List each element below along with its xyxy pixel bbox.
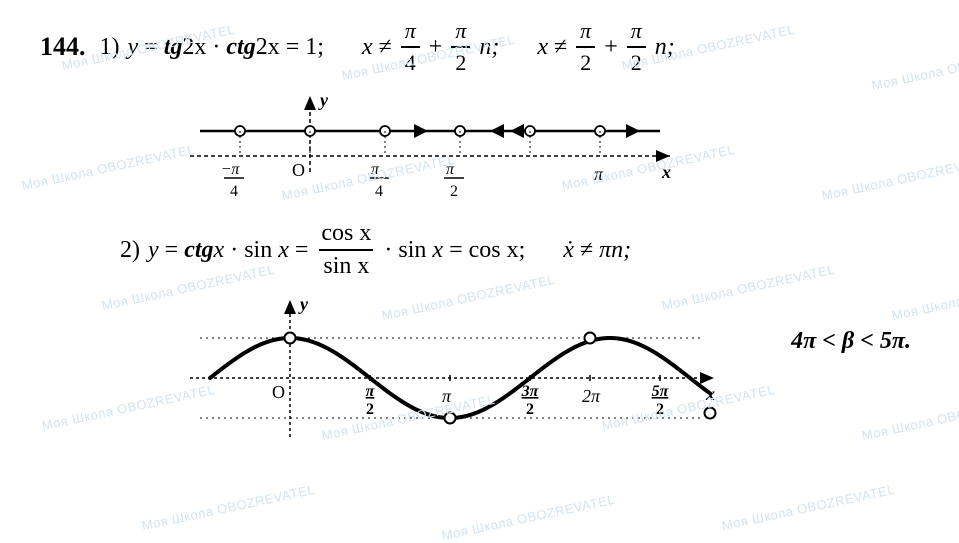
part1-cond2: x ≠ π2 + π2 n; [537,18,674,76]
svg-text:π: π [446,161,455,178]
svg-text:2: 2 [366,401,374,418]
svg-text:y: y [298,294,309,314]
graph1-container: y x O −π 4 π 4 π 2 π [170,86,919,206]
right-note: 4π < β < 5π. [791,328,911,355]
part1-equation: y = tg2x · ctg2x = 1; [128,34,324,61]
line-2: 2) y = ctgx · sin x = cos xsin x · sin x… [120,220,919,280]
svg-text:−π: −π [221,161,241,178]
svg-text:π: π [371,161,380,178]
graph2: yxOπ2π3π22π5π2 [170,288,730,448]
line-1: 144. 1) y = tg2x · ctg2x = 1; x ≠ π4 + π… [40,18,919,76]
problem-number: 144. [40,32,86,62]
svg-text:2: 2 [656,401,664,418]
part1-sub: 1) [100,34,120,61]
svg-text:2π: 2π [582,386,601,406]
part2-sub: 2) [120,237,140,264]
part2-cond: ẋ ≠ πn; [563,237,631,264]
svg-text:π: π [366,383,376,400]
svg-text:3π: 3π [521,383,540,400]
part1-cond1: x ≠ π4 + π2 n; [362,18,499,76]
svg-text:5π: 5π [652,383,670,400]
part2-equation: y = ctgx · sin x = cos xsin x · sin x = … [148,220,525,280]
svg-text:y: y [318,90,329,110]
svg-text:π: π [594,164,604,184]
svg-text:π: π [442,386,452,406]
svg-text:O: O [292,160,305,180]
svg-text:x: x [661,162,671,182]
svg-text:2: 2 [526,401,534,418]
svg-text:O: O [272,382,285,402]
graph1: y x O −π 4 π 4 π 2 π [170,86,690,206]
svg-text:2: 2 [450,183,458,200]
svg-text:4: 4 [230,183,238,200]
graph2-container: yxOπ2π3π22π5π2 [170,288,919,448]
svg-text:4: 4 [375,183,383,200]
